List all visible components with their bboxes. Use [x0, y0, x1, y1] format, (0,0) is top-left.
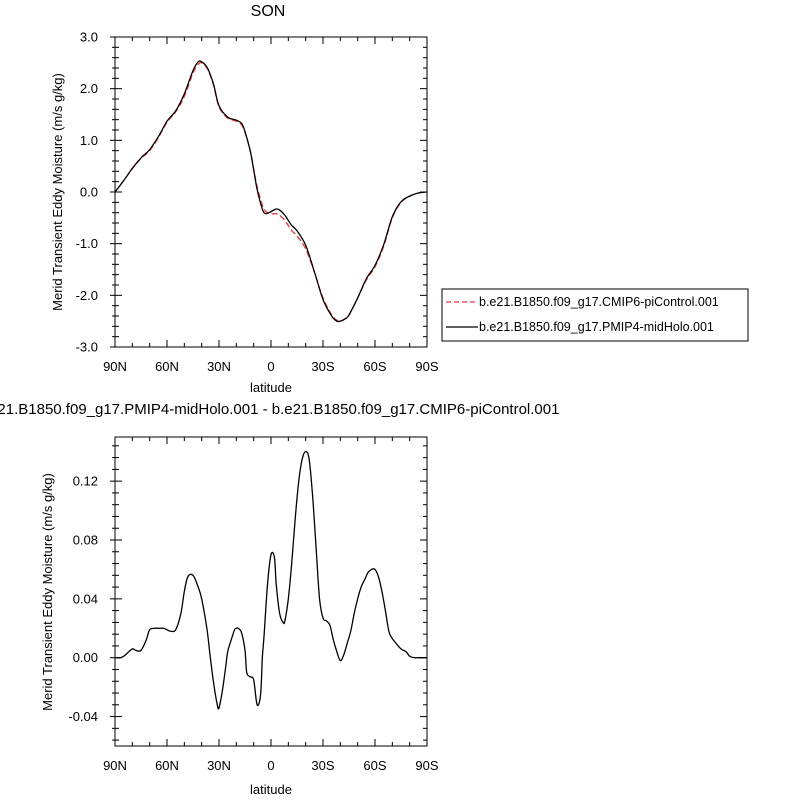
x-tick-labels: 90N 60N 30N 0 30S 60S 90S: [103, 758, 439, 773]
legend-box: [441, 288, 749, 342]
y-tick-label: -0.04: [68, 709, 98, 724]
x-axis-label: latitude: [250, 380, 292, 395]
x-tick-label: 60S: [363, 758, 386, 773]
x-tick-label: 0: [267, 758, 274, 773]
y-tick-labels: -0.04 0.00 0.04 0.08 0.12: [68, 474, 98, 724]
y-tick-labels: -3.0 -2.0 -1.0 0.0 1.0 2.0 3.0: [76, 30, 98, 355]
x-tick-label: 90S: [415, 359, 438, 374]
series-lines: [114, 451, 427, 710]
x-tick-label: 30N: [207, 359, 231, 374]
x-tick-label: 60N: [155, 359, 179, 374]
panel-top: SON 90N 60N 30N 0 30S 60S 90S -3.0 -2.0 -1.0 0.0 1…: [50, 3, 749, 395]
x-tick-label: 90S: [415, 758, 438, 773]
y-tick-label: 0.04: [73, 591, 98, 606]
y-tick-label: -2.0: [76, 288, 98, 303]
legend-entry-midholo: b.e21.B1850.f09_g17.PMIP4-midHolo.001: [479, 320, 714, 334]
chart-title: SON: [251, 3, 286, 20]
x-tick-labels: 90N 60N 30N 0 30S 60S 90S: [103, 359, 439, 374]
difference-title: b.e21.B1850.f09_g17.PMIP4-midHolo.001 - …: [0, 401, 559, 418]
y-tick-label: 0.0: [80, 185, 98, 200]
y-tick-label: -3.0: [76, 340, 98, 355]
x-tick-label: 60S: [363, 359, 386, 374]
y-axis-label: Merid Transient Eddy Moisture (m/s g/kg): [40, 473, 55, 711]
y-tick-label: -1.0: [76, 236, 98, 251]
series-lines: [114, 60, 428, 323]
plot-frame: [114, 436, 428, 747]
x-tick-label: 90N: [103, 758, 127, 773]
y-tick-label: 0.12: [73, 474, 98, 489]
panel-bottom: b.e21.B1850.f09_g17.PMIP4-midHolo.001 - …: [0, 401, 559, 797]
plot-frame: [114, 36, 428, 348]
x-tick-label: 0: [267, 359, 274, 374]
y-tick-label: 2.0: [80, 81, 98, 96]
x-tick-label: 30N: [207, 758, 231, 773]
legend: b.e21.B1850.f09_g17.CMIP6-piControl.001 …: [441, 288, 749, 342]
y-tick-label: 0.08: [73, 533, 98, 548]
x-tick-label: 30S: [311, 758, 334, 773]
axis-ticks: [110, 36, 428, 348]
x-axis-label: latitude: [250, 782, 292, 797]
axis-ticks: [110, 437, 428, 746]
y-tick-label: 0.00: [73, 650, 98, 665]
series-line-0: [114, 451, 427, 710]
legend-entry-picontrol: b.e21.B1850.f09_g17.CMIP6-piControl.001: [479, 295, 719, 309]
y-axis-label: Merid Transient Eddy Moisture (m/s g/kg): [50, 73, 65, 311]
y-tick-label: 3.0: [80, 30, 98, 45]
x-tick-label: 90N: [103, 359, 127, 374]
series-line-1: [114, 60, 428, 323]
series-line-0: [114, 61, 428, 322]
x-tick-label: 60N: [155, 758, 179, 773]
y-tick-label: 1.0: [80, 133, 98, 148]
x-tick-label: 30S: [311, 359, 334, 374]
